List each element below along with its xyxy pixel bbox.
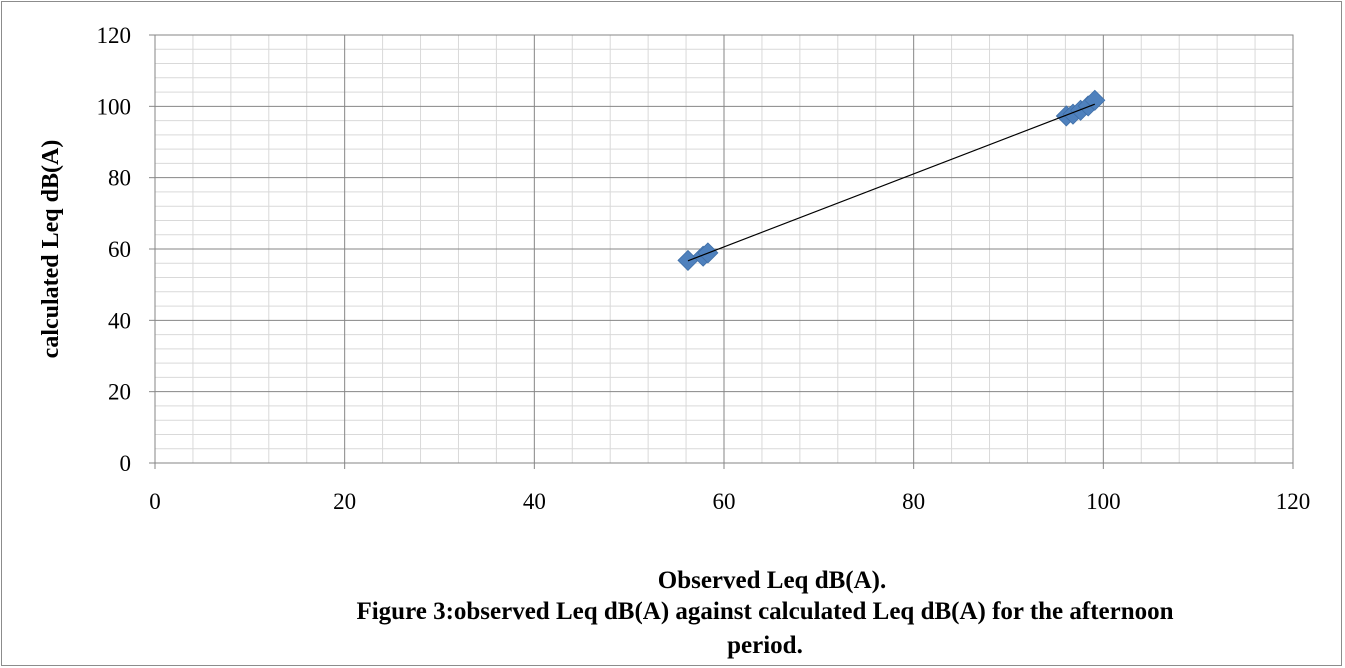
y-tick-label: 80	[108, 166, 131, 191]
y-axis-ticks: 0 20 40 60 80 100 120	[97, 23, 155, 476]
figure-caption: Figure 3:observed Leq dB(A) against calc…	[200, 595, 1330, 663]
x-tick-label: 0	[149, 489, 161, 514]
y-axis-label: calculated Leq dB(A)	[38, 140, 64, 359]
trendline	[687, 103, 1096, 262]
major-gridlines	[154, 34, 1294, 464]
y-tick-label: 60	[108, 237, 131, 262]
y-tick-label: 20	[108, 380, 131, 405]
data-points	[677, 89, 1106, 271]
x-tick-label: 20	[333, 489, 356, 514]
y-tick-label: 40	[108, 308, 131, 333]
y-tick-label: 100	[97, 94, 132, 119]
x-axis-ticks: 0 20 40 60 80 100 120	[149, 463, 1310, 514]
x-tick-label: 60	[713, 489, 736, 514]
x-axis-label: Observed Leq dB(A).	[658, 567, 886, 594]
y-tick-label: 0	[120, 451, 132, 476]
y-tick-label: 120	[97, 23, 132, 48]
data-point	[1084, 89, 1106, 111]
x-tick-label: 80	[902, 489, 925, 514]
x-tick-label: 120	[1276, 489, 1311, 514]
caption-line-2: period.	[727, 632, 803, 659]
x-tick-label: 100	[1086, 489, 1121, 514]
caption-line-1: Figure 3:observed Leq dB(A) against calc…	[356, 598, 1174, 625]
x-tick-label: 40	[523, 489, 546, 514]
